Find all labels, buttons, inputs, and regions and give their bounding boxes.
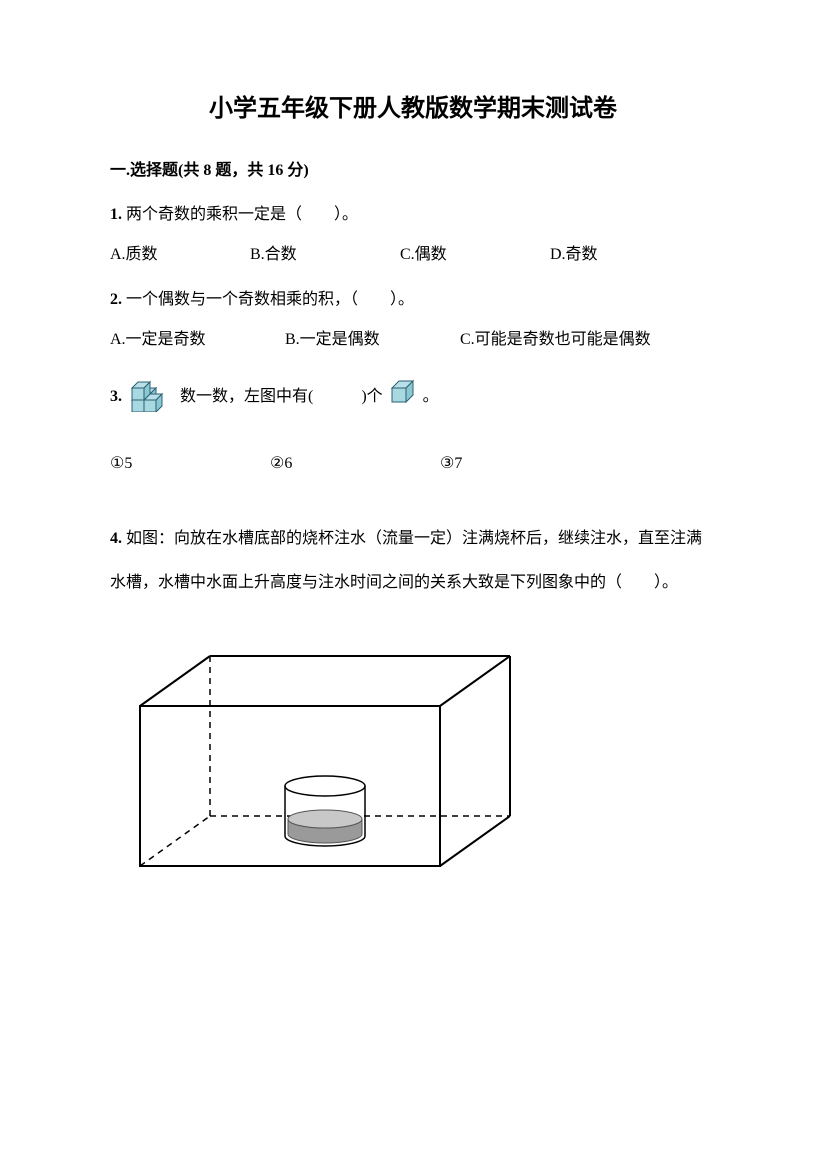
q2-opt-b: B.一定是偶数 [285, 327, 460, 353]
q1-text: 1. 两个奇数的乘积一定是（ ）。 [110, 202, 716, 228]
q2-opt-c: C.可能是奇数也可能是偶数 [460, 327, 651, 353]
q3-body-2: 。 [423, 384, 439, 410]
q3-opt-2: ②6 [270, 451, 440, 477]
q2-opt-a: A.一定是奇数 [110, 327, 285, 353]
q4-body: 如图：向放在水槽底部的烧杯注水（流量一定）注满烧杯后，继续注水，直至注满水槽，水… [110, 530, 702, 592]
q3-body-1: 数一数，左图中有( )个 [180, 384, 383, 410]
section-header: 一.选择题(共 8 题，共 16 分) [110, 158, 716, 184]
q4-num: 4. [110, 530, 122, 547]
q2-text: 2. 一个偶数与一个奇数相乘的积，（ ）。 [110, 287, 716, 313]
single-cube-icon [389, 378, 417, 415]
q1-opt-d: D.奇数 [550, 242, 598, 268]
q2-num: 2. [110, 291, 122, 308]
cube-stack-icon [128, 372, 174, 421]
q1-options: A.质数 B.合数 C.偶数 D.奇数 [110, 242, 716, 268]
tank-diagram [110, 636, 716, 905]
q3-opt-3: ③7 [440, 451, 462, 477]
q1-opt-b: B.合数 [250, 242, 400, 268]
q1-opt-c: C.偶数 [400, 242, 550, 268]
question-1: 1. 两个奇数的乘积一定是（ ）。 A.质数 B.合数 C.偶数 D.奇数 [110, 202, 716, 267]
q2-options: A.一定是奇数 B.一定是偶数 C.可能是奇数也可能是偶数 [110, 327, 716, 353]
question-4: 4. 如图：向放在水槽底部的烧杯注水（流量一定）注满烧杯后，继续注水，直至注满水… [110, 517, 716, 905]
q3-text: 3. [110, 372, 716, 421]
question-3: 3. [110, 372, 716, 476]
question-2: 2. 一个偶数与一个奇数相乘的积，（ ）。 A.一定是奇数 B.一定是偶数 C.… [110, 287, 716, 352]
q3-options: ①5 ②6 ③7 [110, 451, 716, 477]
q2-body: 一个偶数与一个奇数相乘的积，（ ）。 [126, 291, 414, 308]
q3-opt-1: ①5 [110, 451, 270, 477]
q1-opt-a: A.质数 [110, 242, 250, 268]
q4-text: 4. 如图：向放在水槽底部的烧杯注水（流量一定）注满烧杯后，继续注水，直至注满水… [110, 517, 716, 607]
q1-body: 两个奇数的乘积一定是（ ）。 [126, 206, 358, 223]
page-title: 小学五年级下册人教版数学期末测试卷 [110, 90, 716, 128]
q1-num: 1. [110, 206, 122, 223]
q3-num: 3. [110, 384, 122, 410]
